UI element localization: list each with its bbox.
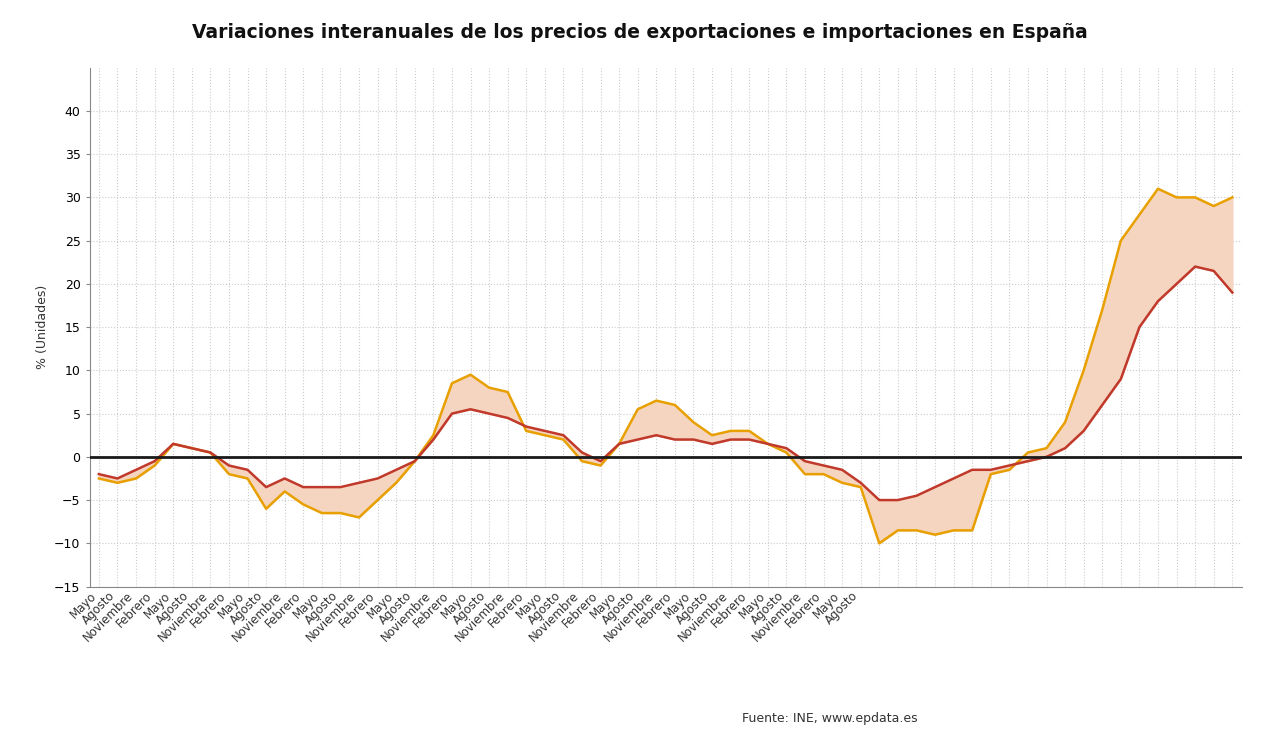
Y-axis label: % (Unidades): % (Unidades) <box>36 285 49 369</box>
Text: Fuente: INE, www.epdata.es: Fuente: INE, www.epdata.es <box>742 711 918 725</box>
Text: Variaciones interanuales de los precios de exportaciones e importaciones en Espa: Variaciones interanuales de los precios … <box>192 23 1088 41</box>
